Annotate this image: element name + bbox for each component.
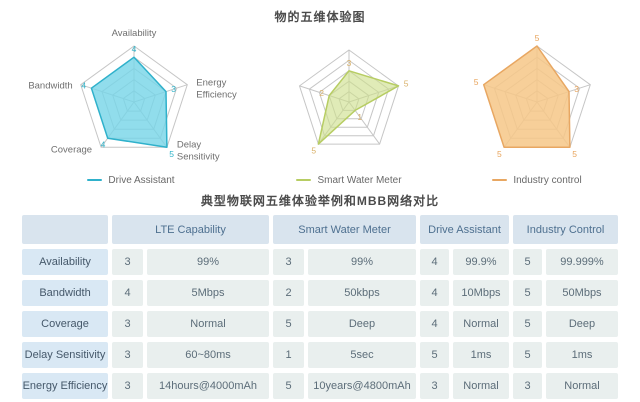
radar-value-label: 3 <box>171 84 176 94</box>
value-cell: 99.999% <box>546 249 618 275</box>
score-cell: 3 <box>112 373 143 399</box>
radar-value-label: 4 <box>81 81 86 91</box>
value-cell: 99.9% <box>453 249 509 275</box>
value-cell: 10years@4800mAh <box>308 373 416 399</box>
legend-label-industry-control: Industry control <box>513 174 582 186</box>
value-cell: 5sec <box>308 342 416 368</box>
chart-section-title: 物的五维体验图 <box>274 10 366 24</box>
radar-value-label: 5 <box>535 33 540 43</box>
table-section-title: 典型物联网五维体验举例和MBB网络对比 <box>200 194 440 208</box>
value-cell: Deep <box>546 311 618 337</box>
legend-drive-assistant: Drive Assistant <box>87 172 175 188</box>
value-cell: 99% <box>147 249 269 275</box>
value-cell: 50kbps <box>308 280 416 306</box>
score-cell: 3 <box>420 373 449 399</box>
value-cell: Normal <box>453 311 509 337</box>
radar-plot-drive-assistant: 4 3 5 4 4 Availability Energy Efficiency Delay Se… <box>28 28 237 162</box>
score-cell: 3 <box>513 373 542 399</box>
radar-axis-label: Coverage <box>51 144 92 155</box>
score-cell: 3 <box>112 249 143 275</box>
radar-value-label: 3 <box>574 84 579 94</box>
score-cell: 4 <box>112 280 143 306</box>
score-cell: 1 <box>273 342 304 368</box>
score-cell: 5 <box>420 342 449 368</box>
score-cell: 3 <box>112 311 143 337</box>
radar-value-label: 4 <box>101 140 106 150</box>
radar-axis-label: Bandwidth <box>28 81 72 92</box>
score-cell: 5 <box>513 249 542 275</box>
legend-line-smart-water-meter <box>296 179 312 181</box>
radar-value-label: 5 <box>404 79 409 89</box>
row-label: Availability <box>22 249 108 275</box>
radar-plot-smart-water-meter: 3 5 1 5 2 <box>298 49 409 156</box>
value-cell: 5Mbps <box>147 280 269 306</box>
score-cell: 5 <box>513 342 542 368</box>
radar-value-label: 5 <box>572 149 577 159</box>
radar-chart-industry-control: 5 3 5 5 5 Industry control <box>438 22 636 188</box>
value-cell: 60~80ms <box>147 342 269 368</box>
table-header-cell: LTE Capability <box>112 215 269 244</box>
value-cell: 1ms <box>453 342 509 368</box>
table-row: Delay Sensitivity 3 60~80ms 1 5sec 5 1ms 5 1ms <box>22 342 618 368</box>
radar-value-label: 3 <box>347 58 352 68</box>
value-cell: 99% <box>308 249 416 275</box>
score-cell: 4 <box>420 280 449 306</box>
score-cell: 5 <box>513 280 542 306</box>
table-row: Bandwidth 4 5Mbps 2 50kbps 4 10Mbps 5 50Mbps <box>22 280 618 306</box>
radar-charts-row: 4 3 5 4 4 Availability Energy Efficiency Delay Se… <box>0 22 640 188</box>
legend-label-drive-assistant: Drive Assistant <box>108 174 175 186</box>
table-header-cell: Smart Water Meter <box>273 215 416 244</box>
radar-chart-drive-assistant: 4 3 5 4 4 Availability Energy Efficiency Delay Se… <box>2 22 260 188</box>
score-cell: 5 <box>513 311 542 337</box>
legend-line-industry-control <box>492 179 508 181</box>
radar-chart-smart-water-meter: 3 5 1 5 2 Smart Water Meter <box>262 22 436 188</box>
table-header-cell: Drive Assistant <box>420 215 509 244</box>
legend-industry-control: Industry control <box>492 172 582 188</box>
row-label: Energy Efficiency <box>22 373 108 399</box>
row-label: Coverage <box>22 311 108 337</box>
value-cell: 14hours@4000mAh <box>147 373 269 399</box>
radar-plot-industry-control: 5 3 5 5 5 <box>474 33 591 159</box>
comparison-table: LTE Capability Smart Water Meter Drive Ass… <box>22 215 618 399</box>
score-cell: 5 <box>273 311 304 337</box>
value-cell: Deep <box>308 311 416 337</box>
legend-smart-water-meter: Smart Water Meter <box>296 172 402 188</box>
legend-line-drive-assistant <box>87 179 103 181</box>
value-cell: 1ms <box>546 342 618 368</box>
table-row: Coverage 3 Normal 5 Deep 4 Normal 5 Deep <box>22 311 618 337</box>
legend-label-smart-water-meter: Smart Water Meter <box>317 174 402 186</box>
value-cell: 50Mbps <box>546 280 618 306</box>
score-cell: 4 <box>420 311 449 337</box>
score-cell: 5 <box>273 373 304 399</box>
table-row: Energy Efficiency 3 14hours@4000mAh 5 10year… <box>22 373 618 399</box>
radar-value-label: 5 <box>474 77 479 87</box>
value-cell: 10Mbps <box>453 280 509 306</box>
radar-value-label: 5 <box>497 149 502 159</box>
radar-axis-label: Availability <box>112 28 157 39</box>
table-header-row: LTE Capability Smart Water Meter Drive Ass… <box>22 215 618 244</box>
radar-axis-label: Energy Efficiency <box>196 78 237 101</box>
table-row: Availability 3 99% 3 99% 4 99.9% 5 99.999% <box>22 249 618 275</box>
row-label: Bandwidth <box>22 280 108 306</box>
score-cell: 3 <box>112 342 143 368</box>
radar-value-label: 1 <box>357 112 362 122</box>
radar-value-label: 2 <box>319 88 324 98</box>
score-cell: 4 <box>420 249 449 275</box>
row-label: Delay Sensitivity <box>22 342 108 368</box>
radar-value-label: 4 <box>132 44 137 54</box>
value-cell: Normal <box>453 373 509 399</box>
value-cell: Normal <box>147 311 269 337</box>
radar-value-label: 5 <box>311 146 316 156</box>
table-header-cell-blank <box>22 215 108 244</box>
score-cell: 2 <box>273 280 304 306</box>
radar-value-label: 5 <box>169 149 174 159</box>
value-cell: Normal <box>546 373 618 399</box>
table-header-cell: Industry Control <box>513 215 618 244</box>
radar-axis-label: Delay Sensitivity <box>177 139 220 162</box>
score-cell: 3 <box>273 249 304 275</box>
